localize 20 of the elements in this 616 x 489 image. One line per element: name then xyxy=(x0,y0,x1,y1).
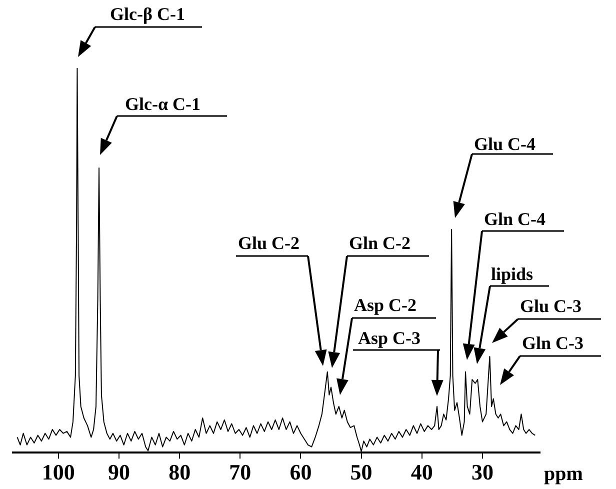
x-axis-title: ppm xyxy=(544,462,584,485)
x-tick-label: 40 xyxy=(410,459,433,484)
annotation: Asp C-2 xyxy=(354,295,417,315)
text: Glc-β C-1 xyxy=(110,4,185,24)
annotation: Asp C-3 xyxy=(358,328,421,348)
annotation: Glc-α C-1 xyxy=(125,94,201,114)
x-tick-label: 90 xyxy=(108,459,130,484)
annotation: Glu C-3 xyxy=(520,296,582,316)
annotation: lipids xyxy=(491,264,534,284)
x-tick-label: 70 xyxy=(229,459,252,484)
annotation: Glu C-4 xyxy=(474,134,536,154)
annotation: Glu C-2 xyxy=(238,233,300,253)
x-tick-label: 60 xyxy=(290,459,312,484)
x-tick-label: 100 xyxy=(42,459,75,484)
x-tick-label: 80 xyxy=(168,459,191,484)
x-tick-label: 50 xyxy=(350,459,372,484)
annotation: Gln C-2 xyxy=(349,233,411,253)
annotation: Gln C-3 xyxy=(522,333,584,353)
x-tick-label: 30 xyxy=(471,459,494,484)
annotation: Gln C-4 xyxy=(484,209,546,229)
